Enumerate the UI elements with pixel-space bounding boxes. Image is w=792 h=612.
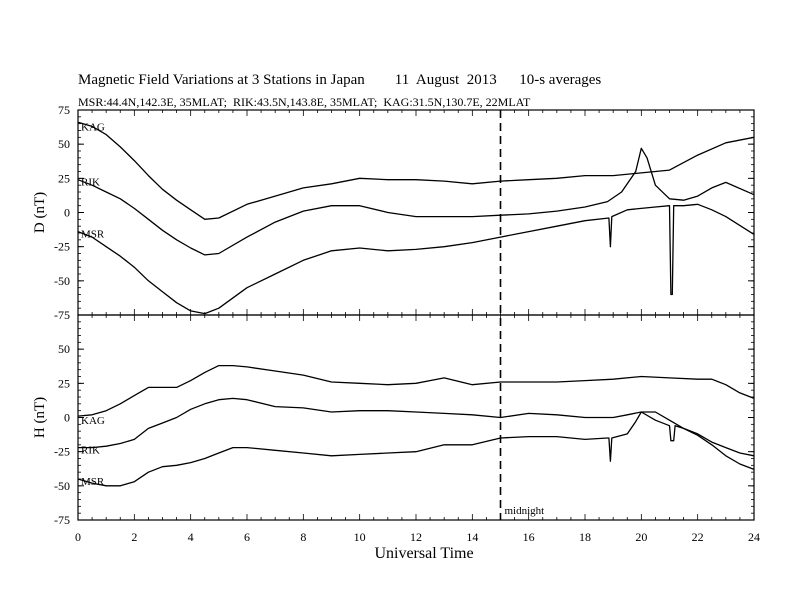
y-tick-label: 0 — [64, 411, 70, 425]
series-label-msr: MSR — [81, 476, 105, 488]
x-tick-label: 2 — [131, 530, 137, 544]
series-label-kag: KAG — [81, 415, 105, 427]
series-line-kag — [77, 364, 755, 417]
series-label-rik: RIK — [81, 177, 100, 189]
y-tick-label: 0 — [64, 206, 70, 220]
y-axis-label: D (nT) — [32, 192, 48, 233]
series-line-msr — [77, 203, 755, 315]
x-tick-label: 12 — [410, 530, 422, 544]
y-axis-label: H (nT) — [32, 397, 48, 438]
y-tick-label: -75 — [54, 513, 70, 527]
y-tick-label: -50 — [54, 274, 70, 288]
y-tick-label: -50 — [54, 479, 70, 493]
midnight-label: midnight — [505, 505, 545, 517]
series-line-msr — [77, 411, 755, 487]
series-line-rik — [77, 147, 755, 256]
chart-subtitle: MSR:44.4N,142.3E, 35MLAT; RIK:43.5N,143.… — [78, 95, 531, 109]
panel-frame — [77, 109, 755, 316]
series-label-kag: KAG — [81, 121, 105, 133]
y-tick-label: 50 — [58, 342, 70, 356]
series-line-kag — [77, 121, 755, 220]
x-tick-label: 10 — [354, 530, 366, 544]
x-tick-label: 0 — [75, 530, 81, 544]
y-tick-label: -25 — [54, 445, 70, 459]
y-tick-label: -25 — [54, 240, 70, 254]
y-tick-label: 50 — [58, 137, 70, 151]
x-tick-label: 4 — [188, 530, 194, 544]
y-tick-label: 25 — [58, 376, 70, 390]
x-tick-label: 22 — [692, 530, 704, 544]
x-tick-label: 16 — [523, 530, 535, 544]
x-tick-label: 24 — [748, 530, 760, 544]
y-tick-label: -75 — [54, 308, 70, 322]
y-tick-label: 25 — [58, 171, 70, 185]
y-tick-label: 75 — [58, 103, 70, 117]
x-tick-label: 6 — [244, 530, 250, 544]
panel-frame — [77, 314, 755, 521]
x-tick-label: 20 — [635, 530, 647, 544]
x-tick-label: 8 — [300, 530, 306, 544]
x-axis-label: Universal Time — [374, 545, 473, 562]
series-label-msr: MSR — [81, 229, 105, 241]
series-line-rik — [78, 397, 755, 457]
series-label-rik: RIK — [81, 445, 100, 457]
x-tick-label: 14 — [466, 530, 478, 544]
x-tick-label: 18 — [579, 530, 591, 544]
chart-title: Magnetic Field Variations at 3 Stations … — [78, 72, 602, 88]
